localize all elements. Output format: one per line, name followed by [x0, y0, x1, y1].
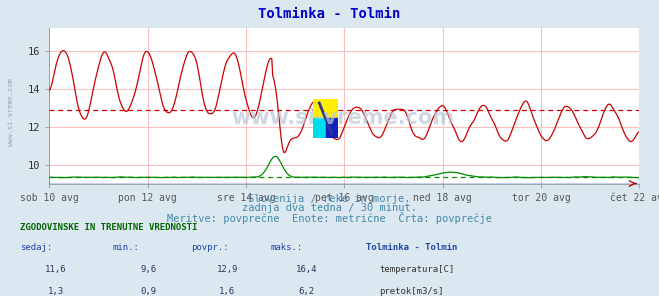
Text: 12,9: 12,9: [217, 265, 238, 274]
Text: temperatura[C]: temperatura[C]: [380, 265, 455, 274]
Text: 9,6: 9,6: [140, 265, 156, 274]
Text: Tolminka - Tolmin: Tolminka - Tolmin: [258, 7, 401, 21]
Text: 6,2: 6,2: [299, 287, 314, 296]
Text: www.si-vreme.com: www.si-vreme.com: [231, 108, 454, 128]
Text: maks.:: maks.:: [270, 243, 302, 252]
Text: Tolminka - Tolmin: Tolminka - Tolmin: [366, 243, 457, 252]
Text: www.si-vreme.com: www.si-vreme.com: [8, 78, 14, 147]
Text: 1,6: 1,6: [219, 287, 235, 296]
Text: zadnja dva tedna / 30 minut.: zadnja dva tedna / 30 minut.: [242, 203, 417, 213]
Bar: [313, 99, 338, 118]
Text: 1,3: 1,3: [48, 287, 64, 296]
Text: pretok[m3/s]: pretok[m3/s]: [380, 287, 444, 296]
Bar: [326, 118, 338, 138]
Bar: [313, 118, 326, 138]
Text: ZGODOVINSKE IN TRENUTNE VREDNOSTI: ZGODOVINSKE IN TRENUTNE VREDNOSTI: [20, 223, 197, 232]
Text: Slovenija / reke in morje.: Slovenija / reke in morje.: [248, 194, 411, 204]
Text: povpr.:: povpr.:: [191, 243, 229, 252]
Text: 16,4: 16,4: [296, 265, 317, 274]
Text: sedaj:: sedaj:: [20, 243, 52, 252]
Text: 11,6: 11,6: [45, 265, 67, 274]
Text: 0,9: 0,9: [140, 287, 156, 296]
Text: Meritve: povprečne  Enote: metrične  Črta: povprečje: Meritve: povprečne Enote: metrične Črta:…: [167, 212, 492, 224]
Text: min.:: min.:: [112, 243, 139, 252]
